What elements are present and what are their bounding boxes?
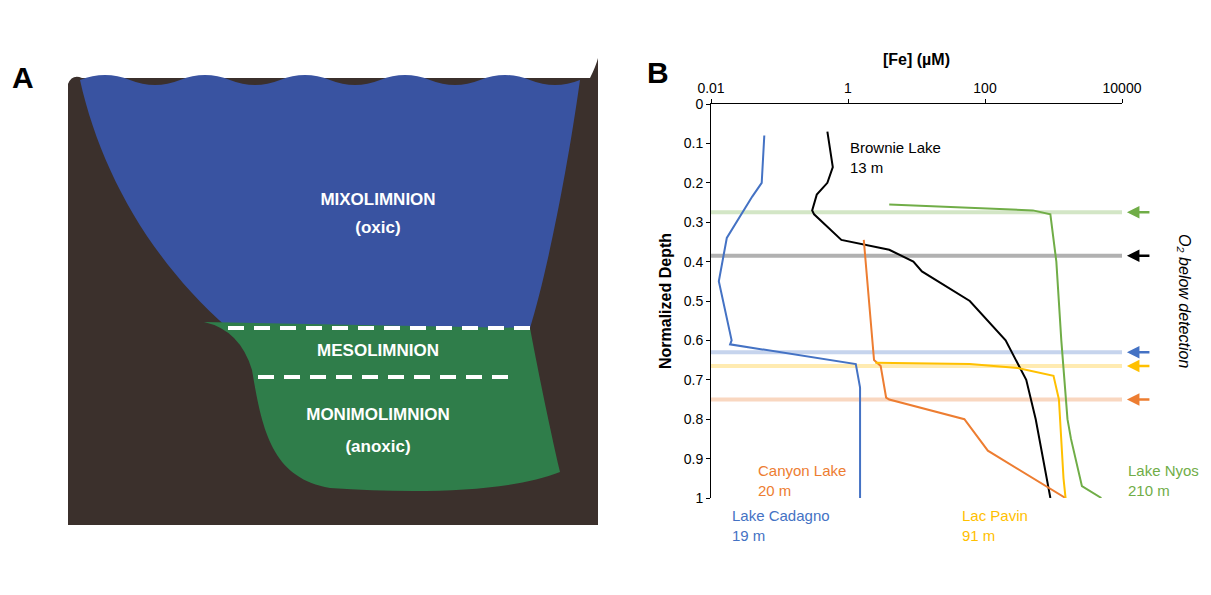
- svg-text:0.9: 0.9: [684, 451, 704, 467]
- svg-text:100: 100: [973, 80, 997, 96]
- svg-text:0: 0: [695, 96, 703, 112]
- svg-text:0.1: 0.1: [684, 135, 704, 151]
- svg-text:Normalized Depth: Normalized Depth: [657, 233, 674, 369]
- svg-text:0.3: 0.3: [684, 214, 704, 230]
- svg-text:10000: 10000: [1103, 80, 1142, 96]
- svg-text:Brownie Lake13 m: Brownie Lake13 m: [850, 139, 941, 176]
- svg-text:MESOLIMNION: MESOLIMNION: [317, 341, 439, 360]
- svg-text:Lac Pavin91 m: Lac Pavin91 m: [962, 507, 1028, 544]
- svg-text:1: 1: [844, 80, 852, 96]
- svg-text:0.5: 0.5: [684, 293, 704, 309]
- html-text:B: B: [647, 56, 669, 89]
- svg-text:Lake Nyos210 m: Lake Nyos210 m: [1128, 462, 1199, 499]
- svg-text:0.4: 0.4: [684, 254, 704, 270]
- svg-text:Canyon Lake20 m: Canyon Lake20 m: [758, 462, 846, 499]
- svg-text:(anoxic): (anoxic): [345, 437, 410, 456]
- svg-text:0.2: 0.2: [684, 175, 704, 191]
- svg-text:0.7: 0.7: [684, 372, 704, 388]
- svg-text:1: 1: [695, 490, 703, 506]
- svg-text:(oxic): (oxic): [355, 218, 400, 237]
- svg-text:0.01: 0.01: [697, 80, 724, 96]
- svg-text:MIXOLIMNION: MIXOLIMNION: [320, 190, 435, 209]
- svg-text:[Fe] (µM): [Fe] (µM): [883, 51, 950, 68]
- svg-text:0.6: 0.6: [684, 332, 704, 348]
- svg-text:Lake Cadagno19 m: Lake Cadagno19 m: [732, 507, 830, 544]
- svg-text:O₂ below detection: O₂ below detection: [1176, 234, 1193, 368]
- svg-text:MONIMOLIMNION: MONIMOLIMNION: [306, 405, 450, 424]
- svg-text:A: A: [12, 61, 34, 94]
- svg-text:0.8: 0.8: [684, 411, 704, 427]
